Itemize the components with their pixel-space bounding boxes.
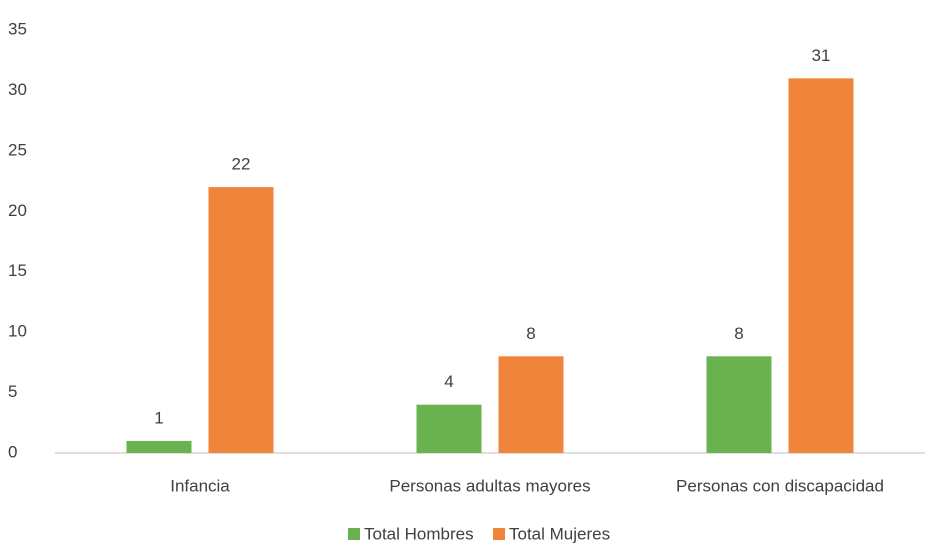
- data-label: 4: [444, 372, 453, 391]
- bar: [126, 440, 192, 453]
- data-label: 31: [812, 46, 831, 65]
- y-tick-label: 0: [8, 442, 17, 461]
- data-label: 8: [734, 324, 743, 343]
- x-tick-label: Personas adultas mayores: [389, 476, 590, 495]
- legend-swatch: [348, 528, 360, 540]
- legend-swatch: [493, 528, 505, 540]
- bar: [416, 404, 482, 453]
- bar: [788, 78, 854, 453]
- y-tick-label: 25: [8, 140, 27, 159]
- bar: [706, 356, 772, 453]
- legend-label: Total Mujeres: [509, 524, 610, 543]
- y-tick-label: 5: [8, 382, 17, 401]
- x-tick-label: Infancia: [170, 476, 230, 495]
- y-tick-label: 20: [8, 201, 27, 220]
- data-label: 8: [526, 324, 535, 343]
- data-label: 22: [232, 155, 251, 174]
- y-tick-label: 10: [8, 322, 27, 341]
- y-tick-label: 30: [8, 80, 27, 99]
- y-tick-label: 15: [8, 261, 27, 280]
- x-tick-label: Personas con discapacidad: [676, 476, 884, 495]
- bar: [498, 356, 564, 453]
- y-tick-label: 35: [8, 19, 27, 38]
- data-label: 1: [154, 408, 163, 427]
- legend-label: Total Hombres: [364, 524, 474, 543]
- bar: [208, 187, 274, 453]
